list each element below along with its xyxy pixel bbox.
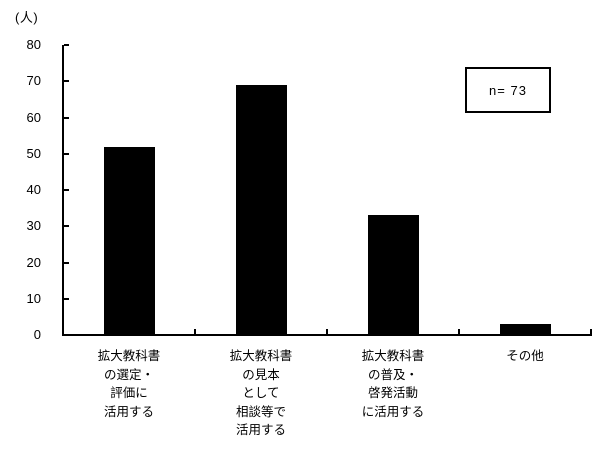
x-axis-tick: [194, 329, 196, 334]
bar: [499, 324, 551, 335]
x-axis-line: [62, 334, 592, 336]
y-axis-tick-label: 50: [26, 145, 41, 161]
y-axis-tick-label: 80: [26, 37, 41, 52]
y-axis-tick-label: 20: [26, 254, 41, 270]
bar: [367, 215, 419, 335]
bar-category-label: その他: [506, 349, 544, 363]
y-axis-tick-label: 30: [26, 218, 41, 234]
bar-category-label: 拡大教科書 の見本 として 相談等で 活用する: [229, 349, 293, 437]
y-axis-tick: [64, 225, 69, 228]
y-axis-tick-label: 60: [26, 109, 41, 125]
y-axis-tick-label: 40: [26, 182, 41, 197]
bar: [235, 84, 287, 335]
y-axis-tick: [64, 297, 69, 300]
y-axis-tick: [64, 116, 69, 119]
y-axis-tick: [64, 44, 69, 46]
y-axis-tick-label: 0: [33, 327, 41, 342]
x-axis-tick: [590, 329, 592, 334]
y-axis-tick: [64, 189, 69, 191]
y-axis-tick: [64, 261, 69, 264]
y-axis-tick-label: 10: [26, 290, 41, 306]
y-axis-tick: [64, 152, 69, 155]
y-axis-unit-label: (人): [15, 10, 39, 25]
sample-size-label: n= 73: [489, 82, 527, 98]
x-axis-tick: [326, 329, 328, 334]
y-axis-line: [62, 45, 64, 335]
x-axis-tick: [458, 329, 460, 334]
bar-category-label: 拡大教科書 の選定・ 評価に 活用する: [97, 349, 161, 419]
y-axis-tick: [64, 80, 69, 83]
sample-size-box: n= 73: [465, 67, 551, 113]
bar: [103, 146, 155, 335]
y-axis-tick-label: 70: [26, 73, 41, 89]
bar-category-label: 拡大教科書 の普及・ 啓発活動 に活用する: [361, 349, 425, 419]
